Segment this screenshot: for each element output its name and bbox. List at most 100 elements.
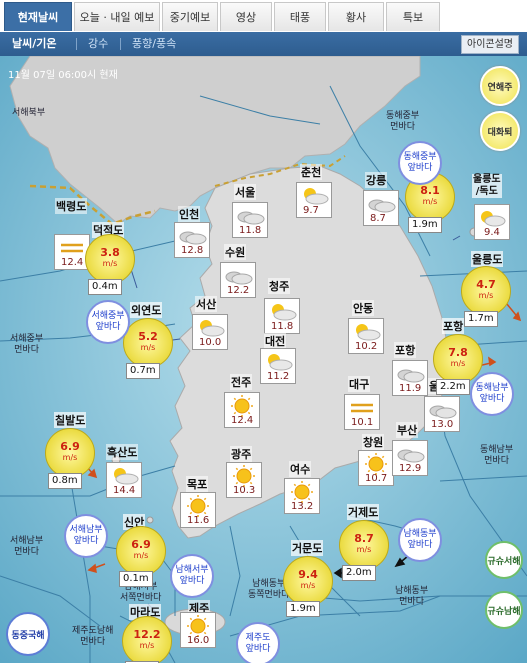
city-weather-tile[interactable]: 13.2: [284, 478, 320, 514]
yeonhaeju-button[interactable]: 연해주: [480, 66, 520, 106]
sea-area-bubble[interactable]: 동해중부 앞바다: [398, 141, 442, 185]
sea-area-bubble[interactable]: 남해동부 앞바다: [398, 518, 442, 562]
sea-area-bubble[interactable]: 제주도 앞바다: [236, 622, 280, 663]
city-weather-tile[interactable]: 11.6: [180, 492, 216, 528]
buoy-wind-circle[interactable]: 4.7 m/s: [461, 266, 511, 316]
buoy-wind-circle[interactable]: 9.4 m/s: [283, 556, 333, 606]
buoy-wind-circle[interactable]: 6.9 m/s: [45, 428, 95, 478]
subtab-weather-temp[interactable]: 날씨/기온: [12, 37, 57, 50]
tab-warnings[interactable]: 특보: [386, 2, 440, 31]
tab-yellow-dust[interactable]: 황사: [328, 2, 384, 31]
tab-current-weather[interactable]: 현재날씨: [4, 2, 72, 31]
buoy-wind-circle[interactable]: 6.9 m/s: [116, 526, 166, 576]
fog-icon: [351, 403, 373, 413]
city-weather-tile[interactable]: 14.4: [106, 462, 142, 498]
city-temperature: 11.8: [271, 321, 294, 332]
sea-area-bubble[interactable]: 서해남부 앞바다: [64, 514, 108, 558]
wind-speed: 9.4: [298, 568, 318, 581]
city-temperature: 10.7: [365, 473, 388, 484]
wave-height: 1.9m: [408, 217, 442, 233]
wind-unit: m/s: [422, 197, 438, 206]
region-jeju-south: 제주도남해 먼바다: [72, 626, 114, 647]
city-weather-tile[interactable]: 12.4: [54, 234, 90, 270]
wave-height: 1.7m: [464, 311, 498, 327]
wind-unit: m/s: [478, 291, 494, 300]
buoy-wind-circle[interactable]: 12.2 m/s: [122, 616, 172, 663]
city-weather-tile[interactable]: 16.0: [180, 612, 216, 648]
cloudy-icon: [397, 369, 425, 383]
city-name: 부산: [396, 422, 419, 438]
sunny-icon: [233, 465, 255, 487]
city-temperature: 11.8: [239, 225, 262, 236]
kyushu-south-button[interactable]: 규슈남해: [485, 591, 523, 629]
subtab-wind[interactable]: 풍향/풍속: [132, 37, 177, 50]
sunny-icon: [231, 395, 253, 417]
wind-unit: m/s: [133, 551, 149, 560]
city-weather-tile[interactable]: 12.9: [392, 440, 428, 476]
city-weather-tile[interactable]: 11.2: [260, 348, 296, 384]
city-temperature: 10.0: [199, 337, 222, 348]
subtab-divider: [120, 38, 121, 50]
city-weather-tile[interactable]: 10.1: [344, 394, 380, 430]
cloudy-icon: [368, 199, 396, 213]
city-weather-tile[interactable]: 11.8: [232, 202, 268, 238]
city-name: 창원: [362, 434, 385, 450]
buoy-wind-circle[interactable]: 7.8 m/s: [433, 334, 483, 384]
city-weather-tile[interactable]: 10.3: [226, 462, 262, 498]
city-name: 강릉: [365, 172, 388, 188]
city-name: 포항: [394, 342, 417, 358]
wind-speed: 7.8: [448, 346, 468, 359]
sunny-icon: [291, 481, 313, 503]
city-weather-tile[interactable]: 11.8: [264, 298, 300, 334]
city-temperature: 10.3: [233, 485, 256, 496]
cloudy-icon: [225, 271, 253, 285]
wind-speed: 6.9: [131, 538, 151, 551]
city-name: 전주: [230, 374, 253, 390]
kyushu-west-button[interactable]: 규슈서해: [485, 541, 523, 579]
icon-legend-button[interactable]: 아이콘설명: [461, 35, 519, 54]
tab-typhoon[interactable]: 태풍: [274, 2, 326, 31]
city-name: 대구: [348, 376, 371, 392]
sea-area-bubble[interactable]: 서해중부 앞바다: [86, 300, 130, 344]
tab-midterm[interactable]: 중기예보: [162, 2, 218, 31]
tab-today-tomorrow[interactable]: 오늘 · 내일 예보: [74, 2, 160, 31]
wind-speed: 8.1: [420, 184, 440, 197]
city-temperature: 8.7: [370, 213, 386, 224]
city-name: 흑산도: [106, 444, 139, 460]
ulleung-dokdo-label: 울릉도 /독도: [472, 174, 502, 198]
buoy-wind-circle[interactable]: 3.8 m/s: [85, 234, 135, 284]
city-name: 서산: [195, 296, 218, 312]
buoy-name: 거제도: [347, 504, 380, 520]
sea-area-bubble[interactable]: 동해남부 앞바다: [470, 372, 514, 416]
weather-map: 11월 07일 06:00시 현재 서해북부 서해중부 먼바다 서해남부 먼바다…: [0, 56, 527, 663]
wave-height: 0.8m: [48, 473, 82, 489]
city-weather-tile[interactable]: 10.2: [348, 318, 384, 354]
wind-speed: 3.8: [100, 246, 120, 259]
city-weather-tile[interactable]: 8.7: [363, 190, 399, 226]
wave-height: 0.7m: [126, 363, 160, 379]
main-tabs: 현재날씨 오늘 · 내일 예보 중기예보 영상 태풍 황사 특보: [0, 0, 527, 33]
sea-area-bubble[interactable]: 남해서부 앞바다: [170, 554, 214, 598]
city-weather-tile[interactable]: 12.2: [220, 262, 256, 298]
city-weather-tile[interactable]: 13.0: [424, 396, 460, 432]
buoy-wind-circle[interactable]: 8.7 m/s: [339, 520, 389, 570]
city-name: 여수: [289, 461, 312, 477]
buoy-wind-circle[interactable]: 5.2 m/s: [123, 318, 173, 368]
ulleung-tile[interactable]: 9.4: [474, 204, 510, 240]
city-weather-tile[interactable]: 10.0: [192, 314, 228, 350]
wind-speed: 5.2: [138, 330, 158, 343]
wind-unit: m/s: [450, 359, 466, 368]
city-weather-tile[interactable]: 12.4: [224, 392, 260, 428]
wind-unit: m/s: [102, 259, 118, 268]
east-china-sea-button[interactable]: 동중국해: [6, 612, 50, 656]
daehwatoe-button[interactable]: 대화퇴: [480, 111, 520, 151]
city-weather-tile[interactable]: 10.7: [358, 450, 394, 486]
city-weather-tile[interactable]: 12.8: [174, 222, 210, 258]
city-name: 수원: [224, 244, 247, 260]
city-weather-tile[interactable]: 9.7: [296, 182, 332, 218]
buoy-name: 칠발도: [54, 412, 87, 428]
city-weather-tile[interactable]: 11.9: [392, 360, 428, 396]
tab-imagery[interactable]: 영상: [220, 2, 272, 31]
subtab-precipitation[interactable]: 강수: [88, 37, 109, 50]
